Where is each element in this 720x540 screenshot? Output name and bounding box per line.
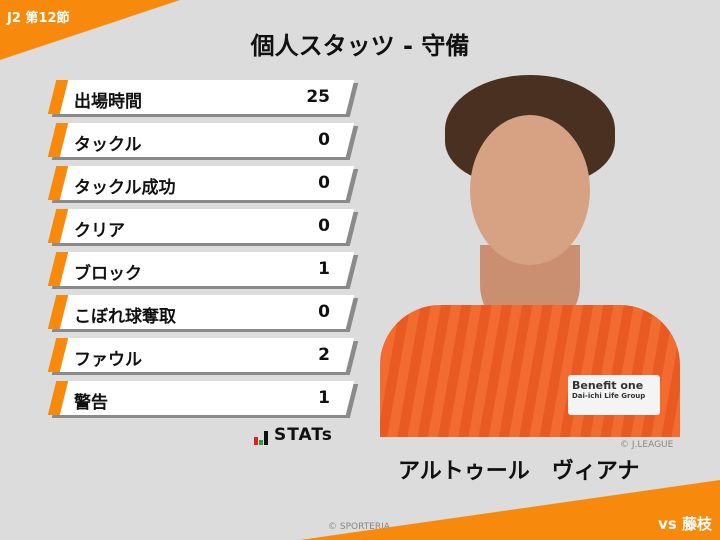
stat-label: 出場時間 — [74, 92, 142, 112]
stat-label: クリア — [74, 221, 125, 241]
player-photo: Benefit one Dai-ichi Life Group — [380, 75, 680, 437]
corner-banner-top — [0, 0, 180, 60]
stat-row: こぼれ球奪取 0 — [47, 295, 359, 332]
stat-value: 0 — [318, 302, 330, 322]
stat-row: 出場時間 25 — [47, 80, 359, 117]
stat-value: 1 — [318, 388, 330, 408]
player-name: アルトゥール ヴィアナ — [398, 459, 640, 484]
photo-credit: © J.LEAGUE — [620, 440, 674, 450]
stat-value: 25 — [306, 87, 330, 107]
sponsor-logo: Benefit one Dai-ichi Life Group — [568, 375, 660, 415]
stat-label: ファウル — [74, 350, 142, 370]
stat-value: 0 — [318, 216, 330, 236]
stat-row: ファウル 2 — [47, 338, 359, 375]
stat-value: 1 — [318, 259, 330, 279]
round-label: J2 第12節 — [7, 11, 70, 26]
stat-label: ブロック — [74, 264, 142, 284]
stat-label: 警告 — [74, 393, 108, 413]
stats-logo: STATs — [254, 425, 333, 445]
stat-row: 警告 1 — [47, 381, 359, 418]
stat-label: タックル — [74, 135, 142, 155]
page-title: 個人スタッツ - 守備 — [250, 32, 470, 60]
stat-row: タックル 0 — [47, 123, 359, 160]
opponent-label: vs 藤枝 — [658, 515, 712, 533]
stat-label: タックル成功 — [74, 178, 176, 198]
photo-face — [470, 115, 590, 265]
stat-value: 0 — [318, 130, 330, 150]
stat-value: 0 — [318, 173, 330, 193]
stat-row: クリア 0 — [47, 209, 359, 246]
corner-banner-bottom — [300, 480, 720, 540]
stat-row: ブロック 1 — [47, 252, 359, 289]
bar-chart-icon — [254, 431, 268, 445]
stat-value: 2 — [318, 345, 330, 365]
stat-row: タックル成功 0 — [47, 166, 359, 203]
stats-logo-text: STATs — [274, 425, 333, 445]
photo-jersey — [380, 305, 680, 437]
stat-label: こぼれ球奪取 — [74, 307, 176, 327]
stats-list: 出場時間 25 タックル 0 タックル成功 0 クリア 0 ブロック 1 こぼれ球奪取 0 ファウル 2 警… — [47, 80, 359, 424]
